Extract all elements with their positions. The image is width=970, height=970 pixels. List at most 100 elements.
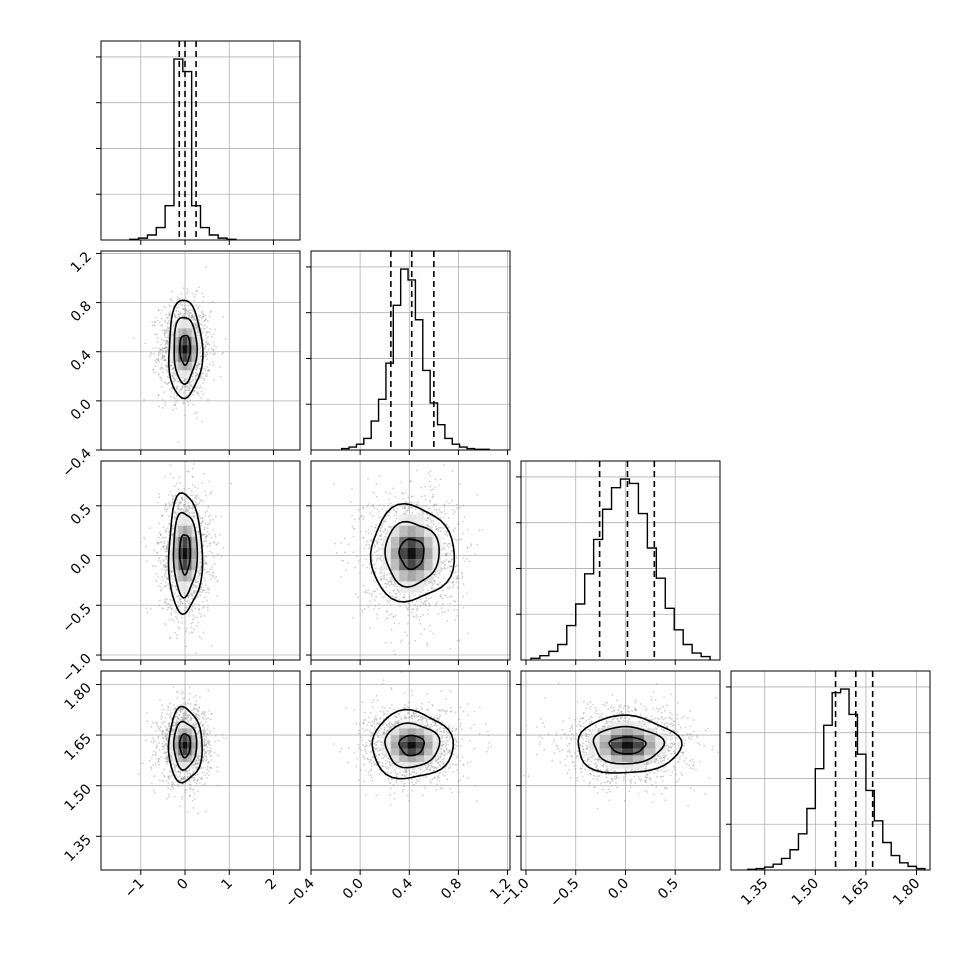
scatter-point: [161, 607, 164, 610]
scatter-point: [179, 771, 182, 774]
scatter-point: [178, 775, 181, 777]
scatter-point: [169, 395, 172, 398]
scatter-point: [188, 506, 191, 509]
scatter-point: [170, 755, 173, 758]
scatter-point: [185, 378, 188, 380]
scatter-point: [362, 536, 365, 539]
scatter-point: [165, 339, 168, 342]
scatter-point: [203, 379, 206, 381]
scatter-point: [195, 726, 198, 729]
scatter-point: [171, 729, 174, 732]
scatter-point: [192, 592, 195, 595]
scatter-point: [150, 725, 153, 728]
scatter-point: [157, 736, 160, 739]
scatter-point: [156, 542, 159, 545]
scatter-point: [211, 575, 214, 577]
scatter-point: [162, 350, 165, 352]
scatter-point: [183, 712, 186, 714]
scatter-point: [163, 757, 166, 760]
scatter-point: [163, 508, 166, 511]
panel-frame: [730, 670, 931, 871]
scatter-point: [173, 312, 175, 315]
scatter-point: [176, 775, 179, 778]
scatter-point: [192, 779, 195, 782]
scatter-point: [154, 365, 157, 368]
scatter-point: [196, 330, 199, 332]
scatter-point: [208, 301, 211, 304]
density-cell: [178, 514, 183, 526]
scatter-point: [170, 386, 173, 389]
scatter-point: [157, 542, 160, 545]
scatter-point: [393, 622, 396, 625]
scatter-point: [396, 588, 399, 591]
scatter-point: [187, 389, 190, 391]
scatter-point: [175, 388, 178, 390]
scatter-point: [205, 540, 208, 543]
scatter-point: [158, 493, 161, 496]
scatter-point: [165, 366, 168, 369]
scatter-point: [182, 714, 184, 717]
scatter-point: [215, 543, 218, 546]
scatter-point: [171, 785, 173, 788]
scatter-point: [166, 375, 169, 378]
scatter-point: [150, 351, 152, 354]
scatter-point: [205, 355, 207, 358]
scatter-point: [191, 385, 194, 388]
scatter-point: [169, 637, 172, 640]
scatter-point: [368, 627, 371, 630]
scatter-point: [203, 327, 206, 330]
scatter-point: [159, 726, 162, 729]
scatter-point: [181, 717, 184, 719]
scatter-point: [388, 599, 391, 602]
scatter-point: [205, 351, 208, 354]
scatter-point: [193, 295, 196, 298]
scatter-point: [185, 508, 188, 511]
scatter-point: [184, 789, 187, 792]
scatter-point: [201, 516, 203, 519]
scatter-point: [206, 728, 209, 731]
scatter-point: [194, 781, 197, 784]
scatter-point: [206, 776, 208, 779]
scatter-point: [206, 527, 209, 529]
scatter-point: [152, 565, 154, 568]
scatter-point: [165, 313, 168, 316]
scatter-point: [208, 743, 210, 745]
scatter-point: [176, 482, 178, 485]
scatter-point: [200, 588, 202, 591]
scatter-point: [193, 511, 196, 514]
scatter-point: [194, 774, 197, 777]
scatter-point: [156, 341, 159, 344]
scatter-point: [171, 584, 174, 587]
scatter-point: [200, 311, 203, 314]
scatter-point: [176, 722, 179, 724]
scatter-point: [154, 763, 157, 765]
scatter-point: [214, 353, 217, 355]
scatter-point: [206, 609, 209, 611]
density-cell: [182, 547, 188, 560]
scatter-point: [191, 609, 194, 612]
scatter-point: [204, 752, 207, 754]
scatter-point: [197, 729, 200, 732]
density-cell: [173, 741, 179, 749]
scatter-point: [184, 309, 186, 312]
scatter-point: [184, 378, 186, 381]
density-cell: [178, 361, 183, 371]
scatter-point: [164, 530, 167, 533]
contour-level-2: [172, 511, 199, 599]
scatter-point: [166, 760, 169, 763]
density-cell: [182, 559, 188, 571]
density-cell: [173, 559, 179, 571]
scatter-point: [169, 473, 172, 475]
scatter-point: [211, 713, 213, 716]
scatter-point: [204, 562, 207, 565]
scatter-point: [178, 391, 181, 393]
density-cell: [191, 728, 197, 736]
scatter-point: [171, 781, 173, 784]
scatter-point: [158, 496, 161, 498]
scatter-point: [182, 777, 185, 780]
scatter-point: [187, 505, 190, 507]
density-cell: [173, 547, 179, 560]
scatter-point: [379, 534, 381, 537]
scatter-point: [164, 600, 166, 603]
scatter-point: [188, 384, 191, 387]
